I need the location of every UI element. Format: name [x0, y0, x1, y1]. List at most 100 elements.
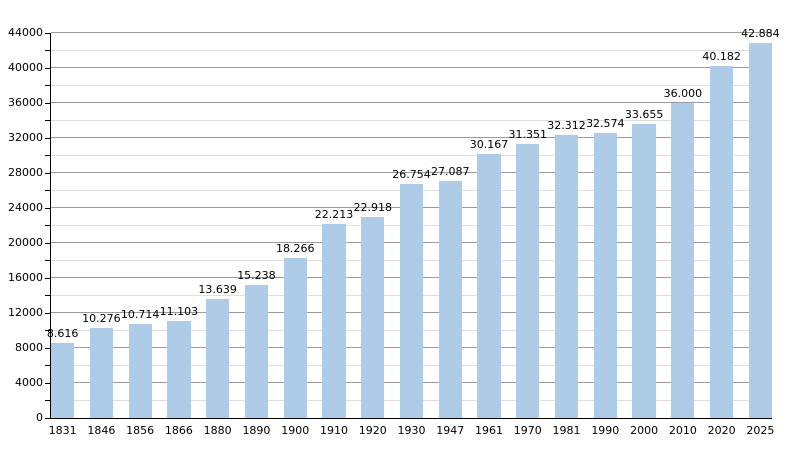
- y-axis-label: 20000: [8, 236, 43, 249]
- x-axis-label: 1930: [397, 424, 426, 437]
- y-tick: [45, 32, 51, 34]
- bar-1880: [206, 298, 230, 418]
- y-tick: [45, 312, 51, 314]
- x-axis-label: 1920: [358, 424, 387, 437]
- y-tick: [45, 67, 51, 69]
- y-tick: [45, 347, 51, 349]
- x-axis-label: 1880: [203, 424, 232, 437]
- x-axis-label: 1970: [513, 424, 542, 437]
- y-tick: [45, 277, 51, 279]
- bar-2020: [709, 66, 734, 418]
- x-axis-label: 1981: [552, 424, 581, 437]
- y-axis-label: 4000: [15, 376, 43, 389]
- bar-2000: [632, 123, 656, 418]
- y-tick: [45, 417, 51, 419]
- bar-1920: [361, 217, 385, 418]
- bar-1866: [167, 320, 191, 418]
- bar-value-label: 22.213: [314, 207, 354, 221]
- bar-1890: [244, 284, 269, 418]
- x-axis-label: 1990: [591, 424, 620, 437]
- y-tick: [45, 207, 51, 209]
- bar-value-label: 40.182: [702, 50, 741, 64]
- bar-value-label: 42.884: [741, 26, 780, 40]
- y-axis-label: 40000: [8, 61, 43, 74]
- minor-gridline: [51, 84, 772, 86]
- bar-1970: [516, 143, 540, 418]
- y-tick: [45, 172, 51, 174]
- y-tick: [45, 365, 51, 366]
- x-axis-label: 1846: [87, 424, 116, 437]
- x-axis-label: 1961: [475, 424, 504, 437]
- y-tick: [45, 85, 51, 86]
- bar-1961: [477, 154, 501, 418]
- bar-value-label: 10.276: [82, 312, 121, 326]
- bar-value-label: 36.000: [663, 87, 703, 100]
- bar-value-label: 15.238: [237, 268, 276, 282]
- x-axis-label: 1900: [281, 424, 310, 437]
- bar-1990: [593, 132, 617, 418]
- y-tick: [45, 260, 51, 261]
- bar-value-label: 30.167: [469, 138, 509, 152]
- major-gridline: [51, 67, 772, 68]
- y-tick: [45, 330, 51, 331]
- bar-1831: [51, 342, 75, 418]
- bar-value-label: 32.574: [586, 116, 625, 130]
- bar-value-label: 27.087: [431, 165, 470, 178]
- x-axis-label: 1831: [48, 424, 77, 437]
- y-tick: [45, 137, 51, 139]
- major-gridline: [51, 32, 772, 33]
- major-gridline: [51, 172, 772, 173]
- x-axis-label: 1856: [126, 424, 155, 437]
- x-axis-label: 1910: [319, 424, 348, 437]
- plot-area: 0 4000 8000 12000 16000 20000 24000 28000 32000 3…: [8, 26, 780, 437]
- minor-gridline: [51, 119, 772, 121]
- x-axis-label: 1866: [164, 424, 193, 437]
- minor-gridline: [51, 154, 772, 156]
- y-tick: [45, 155, 51, 156]
- x-axis-label: 2020: [707, 424, 736, 437]
- y-axis-label: 8000: [15, 341, 43, 354]
- bar-value-label: 11.103: [159, 304, 199, 318]
- y-tick: [45, 190, 51, 192]
- y-tick: [45, 295, 51, 296]
- x-axis-label: 2000: [630, 424, 659, 437]
- bar-value-label: 18.266: [275, 242, 315, 256]
- y-tick: [45, 120, 51, 121]
- bar-1981: [554, 135, 579, 418]
- bar-value-label: 33.655: [624, 107, 664, 121]
- x-axis-label: 1947: [436, 424, 465, 437]
- major-gridline: [51, 137, 772, 138]
- bar-value-label: 32.312: [547, 119, 586, 133]
- bar-2010: [671, 103, 695, 418]
- bar-2025: [748, 42, 772, 418]
- bar-1900: [283, 258, 307, 418]
- bar-value-label: 10.714: [120, 308, 160, 322]
- y-tick: [45, 382, 51, 384]
- x-axis-label: 2010: [668, 424, 697, 437]
- x-axis-label: 2025: [746, 424, 775, 437]
- y-tick: [45, 400, 51, 401]
- bar-value-label: 31.351: [508, 127, 548, 141]
- y-axis-label: 28000: [8, 166, 43, 179]
- bar-value-label: 8.616: [46, 326, 79, 340]
- bar-value-label: 26.754: [392, 167, 431, 181]
- bar-value-label: 13.639: [198, 282, 237, 296]
- y-tick: [45, 242, 51, 244]
- y-axis-label: 0: [36, 411, 43, 424]
- bar-1856: [128, 324, 152, 418]
- bar-1910: [322, 223, 346, 418]
- bar-value-label: 22.918: [353, 201, 392, 215]
- bar-1846: [89, 328, 113, 418]
- y-axis-label: 16000: [8, 271, 43, 284]
- y-axis-label: 12000: [8, 306, 43, 319]
- x-axis-label: 1890: [242, 424, 271, 437]
- major-gridline: [51, 102, 772, 103]
- bar-1947: [438, 181, 462, 418]
- y-axis-label: 44000: [8, 26, 43, 39]
- y-tick: [45, 225, 51, 226]
- minor-gridline: [51, 49, 772, 51]
- y-axis-label: 36000: [8, 96, 43, 109]
- y-tick: [45, 102, 51, 104]
- y-axis-label: 24000: [8, 201, 43, 214]
